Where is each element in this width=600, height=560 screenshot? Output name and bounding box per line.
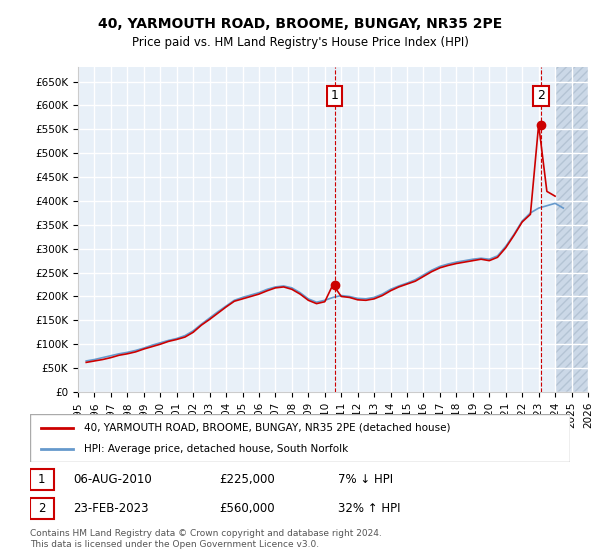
Text: 06-AUG-2010: 06-AUG-2010 <box>73 473 152 486</box>
Text: 1: 1 <box>331 90 338 102</box>
Text: HPI: Average price, detached house, South Norfolk: HPI: Average price, detached house, Sout… <box>84 444 348 454</box>
Text: 2: 2 <box>537 90 545 102</box>
Text: 23-FEB-2023: 23-FEB-2023 <box>73 502 149 515</box>
Text: 7% ↓ HPI: 7% ↓ HPI <box>338 473 393 486</box>
Text: Price paid vs. HM Land Registry's House Price Index (HPI): Price paid vs. HM Land Registry's House … <box>131 36 469 49</box>
FancyBboxPatch shape <box>30 498 54 520</box>
Text: 2: 2 <box>38 502 46 515</box>
Text: 40, YARMOUTH ROAD, BROOME, BUNGAY, NR35 2PE: 40, YARMOUTH ROAD, BROOME, BUNGAY, NR35 … <box>98 17 502 31</box>
FancyBboxPatch shape <box>30 469 54 490</box>
FancyBboxPatch shape <box>30 414 570 462</box>
Text: Contains HM Land Registry data © Crown copyright and database right 2024.
This d: Contains HM Land Registry data © Crown c… <box>30 529 382 549</box>
Bar <box>555 67 588 392</box>
Text: 32% ↑ HPI: 32% ↑ HPI <box>338 502 400 515</box>
Text: 40, YARMOUTH ROAD, BROOME, BUNGAY, NR35 2PE (detached house): 40, YARMOUTH ROAD, BROOME, BUNGAY, NR35 … <box>84 423 451 433</box>
Text: 1: 1 <box>38 473 46 486</box>
Text: £560,000: £560,000 <box>219 502 275 515</box>
Text: £225,000: £225,000 <box>219 473 275 486</box>
